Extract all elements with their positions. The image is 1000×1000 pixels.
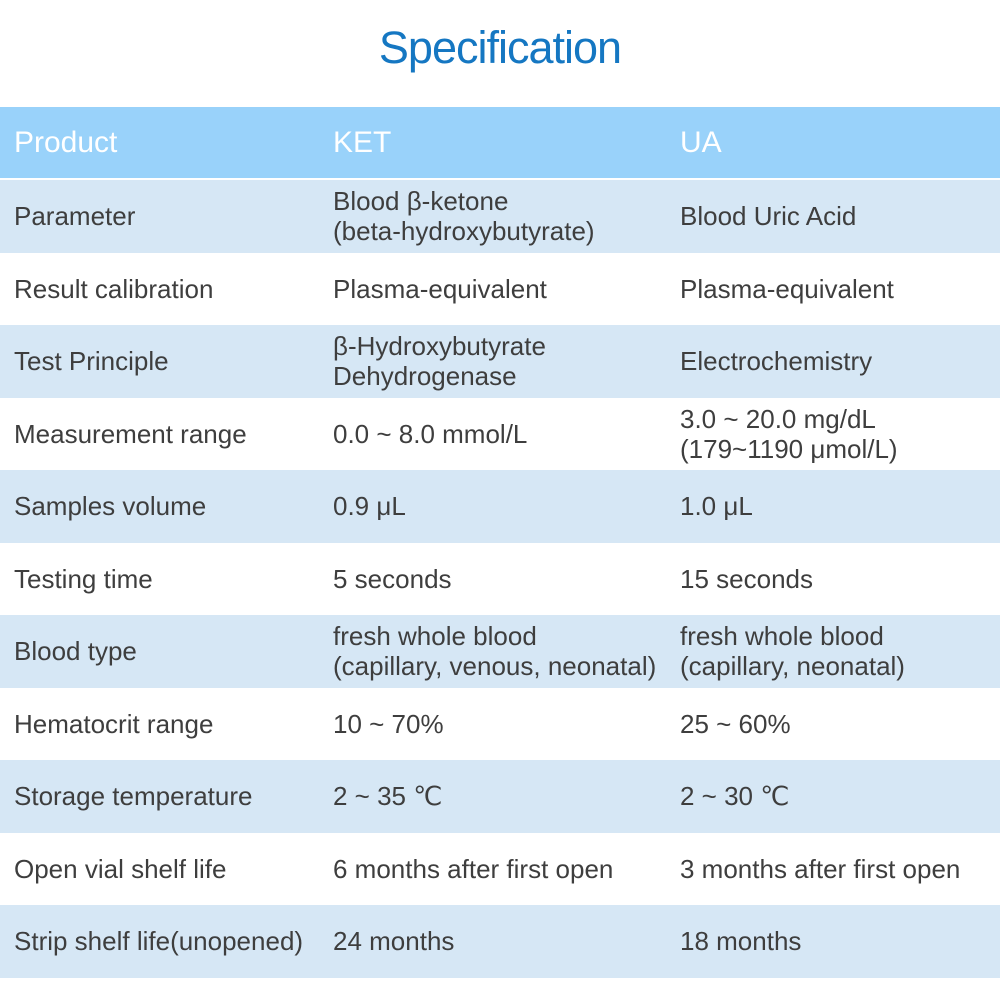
ua-value: Electrochemistry: [680, 346, 873, 377]
ua-value: 1.0 μL: [680, 491, 753, 522]
row-label: Hematocrit range: [14, 708, 214, 739]
row-label: Result calibration: [14, 273, 214, 304]
table-row-measurement-range: Measurement range 0.0 ~ 8.0 mmol/L 3.0 ~…: [0, 397, 1000, 470]
table-row-test-principle: Test Principle β-Hydroxybutyrate Dehydro…: [0, 325, 1000, 398]
ua-value: 25 ~ 60%: [680, 708, 791, 739]
ua-value: 18 months: [680, 926, 802, 957]
row-label: Samples volume: [14, 491, 207, 522]
ua-value: 3 months after first open: [680, 853, 961, 884]
ket-value: 6 months after first open: [333, 853, 614, 884]
page-title: Specification: [378, 22, 622, 73]
ket-value: 0.9 μL: [333, 491, 406, 522]
ket-value: 0.0 ~ 8.0 mmol/L: [333, 418, 528, 449]
ket-value: β-Hydroxybutyrate Dehydrogenase: [333, 331, 546, 392]
table-row-open-vial-shelf-life: Open vial shelf life 6 months after firs…: [0, 832, 1000, 905]
row-label: Blood type: [14, 636, 137, 667]
table-row-hematocrit-range: Hematocrit range 10 ~ 70% 25 ~ 60%: [0, 687, 1000, 760]
ua-value: 2 ~ 30 ℃: [680, 781, 790, 812]
row-label: Storage temperature: [14, 781, 253, 812]
ket-value: Blood β-ketone (beta-hydroxybutyrate): [333, 186, 595, 247]
column-header-ua: UA: [680, 125, 722, 159]
column-header-ket: KET: [333, 125, 392, 159]
ua-value: fresh whole blood (capillary, neonatal): [680, 621, 905, 682]
row-label: Open vial shelf life: [14, 853, 227, 884]
table-header-row: Product KET UA: [0, 107, 1000, 180]
specification-table: Product KET UA Parameter Blood β-ketone …: [0, 107, 1000, 978]
row-label: Strip shelf life(unopened): [14, 926, 304, 957]
table-row-storage-temperature: Storage temperature 2 ~ 35 ℃ 2 ~ 30 ℃: [0, 760, 1000, 833]
table-row-strip-shelf-life: Strip shelf life(unopened) 24 months 18 …: [0, 905, 1000, 978]
ket-value: 24 months: [333, 926, 455, 957]
ua-value: Blood Uric Acid: [680, 201, 857, 232]
column-header-product: Product: [14, 125, 118, 159]
ua-value: 3.0 ~ 20.0 mg/dL (179~1190 μmol/L): [680, 403, 898, 464]
ket-value: 2 ~ 35 ℃: [333, 781, 443, 812]
ket-value: fresh whole blood (capillary, venous, ne…: [333, 621, 657, 682]
table-row-samples-volume: Samples volume 0.9 μL 1.0 μL: [0, 470, 1000, 543]
row-label: Testing time: [14, 563, 153, 594]
row-label: Measurement range: [14, 418, 247, 449]
table-row-parameter: Parameter Blood β-ketone (beta-hydroxybu…: [0, 180, 1000, 253]
ua-value: 15 seconds: [680, 563, 813, 594]
ua-value: Plasma-equivalent: [680, 273, 894, 304]
ket-value: 10 ~ 70%: [333, 708, 444, 739]
table-row-blood-type: Blood type fresh whole blood (capillary,…: [0, 615, 1000, 688]
ket-value: Plasma-equivalent: [333, 273, 547, 304]
row-label: Parameter: [14, 201, 136, 232]
table-row-result-calibration: Result calibration Plasma-equivalent Pla…: [0, 252, 1000, 325]
ket-value: 5 seconds: [333, 563, 452, 594]
row-label: Test Principle: [14, 346, 169, 377]
table-row-testing-time: Testing time 5 seconds 15 seconds: [0, 542, 1000, 615]
